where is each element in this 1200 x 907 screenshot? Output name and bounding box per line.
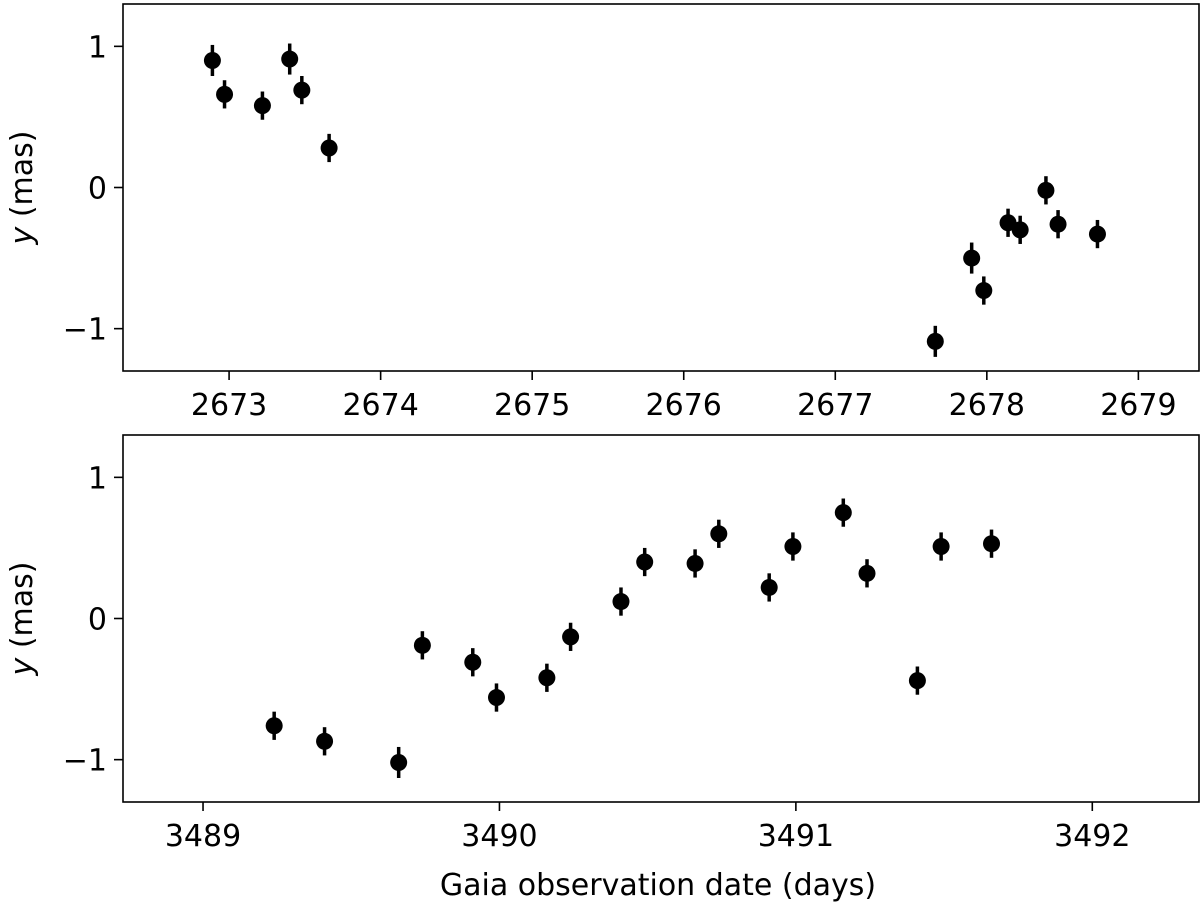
x-tick-label: 3490 bbox=[461, 819, 537, 854]
data-point bbox=[216, 85, 234, 103]
data-point bbox=[281, 50, 299, 68]
data-point bbox=[908, 672, 926, 690]
data-point bbox=[1049, 215, 1067, 233]
data-point bbox=[413, 636, 431, 654]
y-axis-label-variable: y bbox=[5, 656, 40, 676]
data-point bbox=[932, 538, 950, 556]
data-point bbox=[293, 81, 311, 99]
data-point bbox=[1037, 181, 1055, 199]
x-tick-label: 3492 bbox=[1054, 819, 1130, 854]
data-point bbox=[487, 689, 505, 707]
x-tick-label: 2679 bbox=[1100, 388, 1176, 423]
data-point bbox=[320, 139, 338, 157]
x-tick-label: 3489 bbox=[165, 819, 241, 854]
y-axis-label: y (mas) bbox=[5, 562, 40, 677]
data-point bbox=[983, 535, 1001, 553]
y-tick-label: 1 bbox=[88, 461, 107, 496]
x-tick-label: 2675 bbox=[494, 388, 570, 423]
data-point bbox=[562, 628, 580, 646]
data-point bbox=[265, 717, 283, 735]
data-point bbox=[203, 51, 221, 69]
y-axis-label: y (mas) bbox=[5, 131, 40, 246]
x-tick-label: 2678 bbox=[949, 388, 1025, 423]
data-point bbox=[710, 525, 728, 543]
data-point bbox=[316, 732, 334, 750]
y-axis-label-unit: (mas) bbox=[5, 131, 40, 227]
data-point bbox=[1011, 221, 1029, 239]
data-point bbox=[686, 554, 704, 572]
data-point bbox=[926, 332, 944, 350]
data-point bbox=[975, 282, 993, 300]
y-tick-label: 0 bbox=[88, 603, 107, 638]
x-tick-label: 2673 bbox=[191, 388, 267, 423]
y-axis-label-unit: (mas) bbox=[5, 562, 40, 658]
x-axis-label: Gaia observation date (days) bbox=[440, 868, 876, 903]
y-tick-label: 0 bbox=[88, 172, 107, 207]
y-tick-label: −1 bbox=[63, 744, 107, 779]
data-point bbox=[253, 97, 271, 115]
x-tick-label: 2674 bbox=[342, 388, 418, 423]
y-tick-label: −1 bbox=[63, 313, 107, 348]
data-point bbox=[760, 578, 778, 596]
data-point bbox=[636, 553, 654, 571]
plot-frame bbox=[122, 434, 1200, 803]
y-axis-label-variable: y bbox=[5, 225, 40, 245]
data-point bbox=[1088, 225, 1106, 243]
data-point bbox=[858, 564, 876, 582]
data-point bbox=[963, 249, 981, 267]
data-point bbox=[784, 538, 802, 556]
x-tick-label: 3491 bbox=[758, 819, 834, 854]
data-point bbox=[612, 593, 630, 611]
data-point bbox=[464, 653, 482, 671]
data-point bbox=[834, 504, 852, 522]
top-panel: 2673 2674 2675 2676 2677 2678 2679 1 0 −1 y (mas) bbox=[5, 3, 1200, 423]
x-tick-label: 2676 bbox=[646, 388, 722, 423]
x-tick-label: 2677 bbox=[797, 388, 873, 423]
data-point bbox=[390, 753, 408, 771]
y-tick-label: 1 bbox=[88, 30, 107, 65]
bottom-panel: 3489 3490 3491 3492 1 0 −1 y (mas) Gaia observat… bbox=[5, 434, 1200, 903]
data-point bbox=[538, 669, 556, 687]
